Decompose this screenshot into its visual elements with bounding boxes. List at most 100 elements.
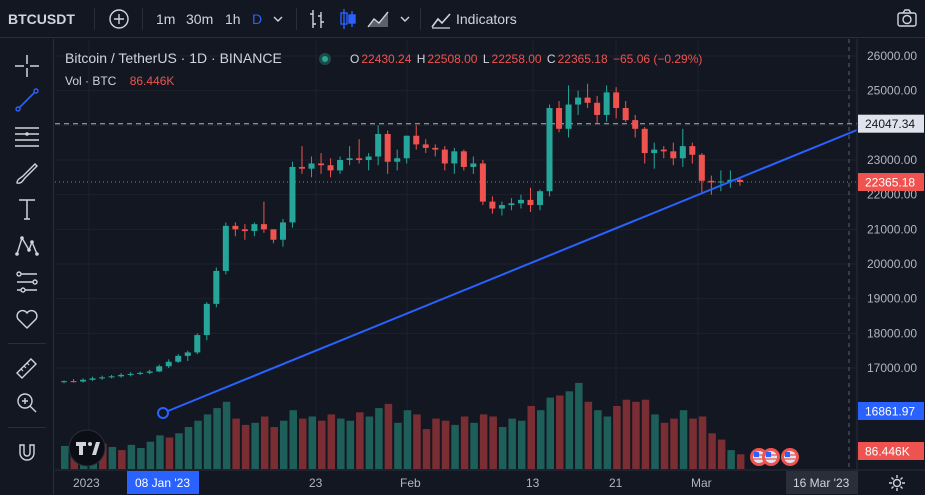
price-tick-label: 25000.00 [867,84,917,98]
plus-circle-icon [109,9,129,29]
trend-line-tool[interactable] [9,83,45,117]
volume-bar [660,422,669,469]
trend-start-price-label-box [858,402,924,420]
indicators-icon-wrap[interactable] [430,0,452,38]
volume-bar [432,418,440,469]
candle-body [441,149,448,164]
us-flag-icons[interactable] [748,446,804,468]
chart-type-dropdown-button[interactable] [397,0,413,38]
volume-bar [613,406,621,469]
volume-bar [489,416,497,469]
volume-bar [118,450,126,469]
candle-body [546,108,553,192]
indicators-button[interactable]: Indicators [456,11,517,27]
chart-canvas[interactable]: 26000.0025000.0024000.0023000.0022000.00… [55,39,925,495]
market-status-icon [319,53,331,65]
divider [420,8,421,30]
trend-start-price-label: 16861.97 [865,405,915,419]
chevron-down-icon [400,16,410,22]
volume-bar [251,422,259,469]
interval-d-button[interactable]: D [252,11,263,27]
change-value: −65.06 (−0.29%) [613,52,703,66]
volume-bar [670,418,678,469]
volume-bar [156,435,164,469]
candle-body [394,158,401,162]
candle-body [451,151,458,164]
volume-bar [175,433,183,469]
volume-bar [279,420,288,469]
volume-bar [241,424,250,469]
time-highlight-start-box [127,471,199,494]
zoom-in-tool[interactable] [9,386,45,420]
symbol-search-button[interactable]: BTCUSDT [8,11,75,27]
candle-body [194,335,201,353]
candle-body [489,201,496,209]
volume-bar [232,418,240,469]
horizontal-lines-tool[interactable] [9,119,45,153]
interval-30m-button[interactable]: 30m [186,11,214,27]
text-tool[interactable] [9,192,45,226]
volume-bar [346,420,355,469]
zoom-in-icon [17,393,37,413]
volume-bar [717,439,726,469]
volume-bar [698,416,707,469]
candle-body [356,158,363,160]
volume-bar [479,414,488,469]
chart-area[interactable]: 26000.0025000.0024000.0023000.0022000.00… [55,39,925,495]
volume-bar [546,397,555,469]
candles-chart-type-button[interactable] [337,0,359,38]
divider [8,427,46,428]
long-position-icon [16,271,38,293]
indicators-icon [431,13,451,29]
candle-body [165,361,172,367]
interval-1h-button[interactable]: 1h [225,11,241,27]
tradingview-logo-icon [68,429,106,467]
candle-body [118,374,125,377]
time-tick-label: 13 [526,476,540,490]
volume-bar [594,410,602,469]
magnet-tool[interactable] [9,435,45,469]
brush-tool[interactable] [9,156,45,190]
prediction-tool[interactable] [9,265,45,299]
volume-bar [498,427,507,469]
area-chart-type-button[interactable] [366,0,390,38]
pattern-icon [15,236,39,256]
candle-body [175,355,182,362]
divider [94,8,95,30]
candle-body [432,147,439,150]
volume-bar [270,427,278,469]
icon-tool[interactable] [9,301,45,335]
pattern-tool[interactable] [9,228,45,262]
close-label: C [546,52,556,66]
interval-dropdown-button[interactable] [270,0,286,38]
measure-tool[interactable] [9,351,45,385]
volume-bar [632,401,640,469]
bar-chart-type-button[interactable] [306,0,328,38]
volume-label: Vol · BTC [65,74,117,88]
compare-symbol-button[interactable] [108,0,132,38]
last-price-label-box [858,173,924,192]
trend-line-anchor [157,407,169,419]
volume-bar [194,420,202,469]
volume-bar [413,414,421,469]
volume-axis-label-box [858,442,924,460]
volume-bar [222,401,231,469]
candle-body [641,128,648,154]
screenshot-button[interactable] [896,0,918,38]
candle-body [365,156,372,160]
candle-body [156,366,163,372]
chart-settings-button[interactable] [885,471,909,495]
candle-body [460,151,467,167]
candle-body [660,149,667,152]
divider [142,8,143,30]
close-value: 22365.18 [557,52,608,66]
volume-bar [127,444,136,469]
volume-bar [641,399,650,469]
volume-bar [556,395,564,469]
crosshair-tool[interactable] [9,49,45,83]
candle-body [508,203,515,206]
crosshair-icon [15,55,39,77]
volume-bar [403,410,412,469]
candle-body [346,158,353,160]
interval-1m-button[interactable]: 1m [156,11,176,27]
